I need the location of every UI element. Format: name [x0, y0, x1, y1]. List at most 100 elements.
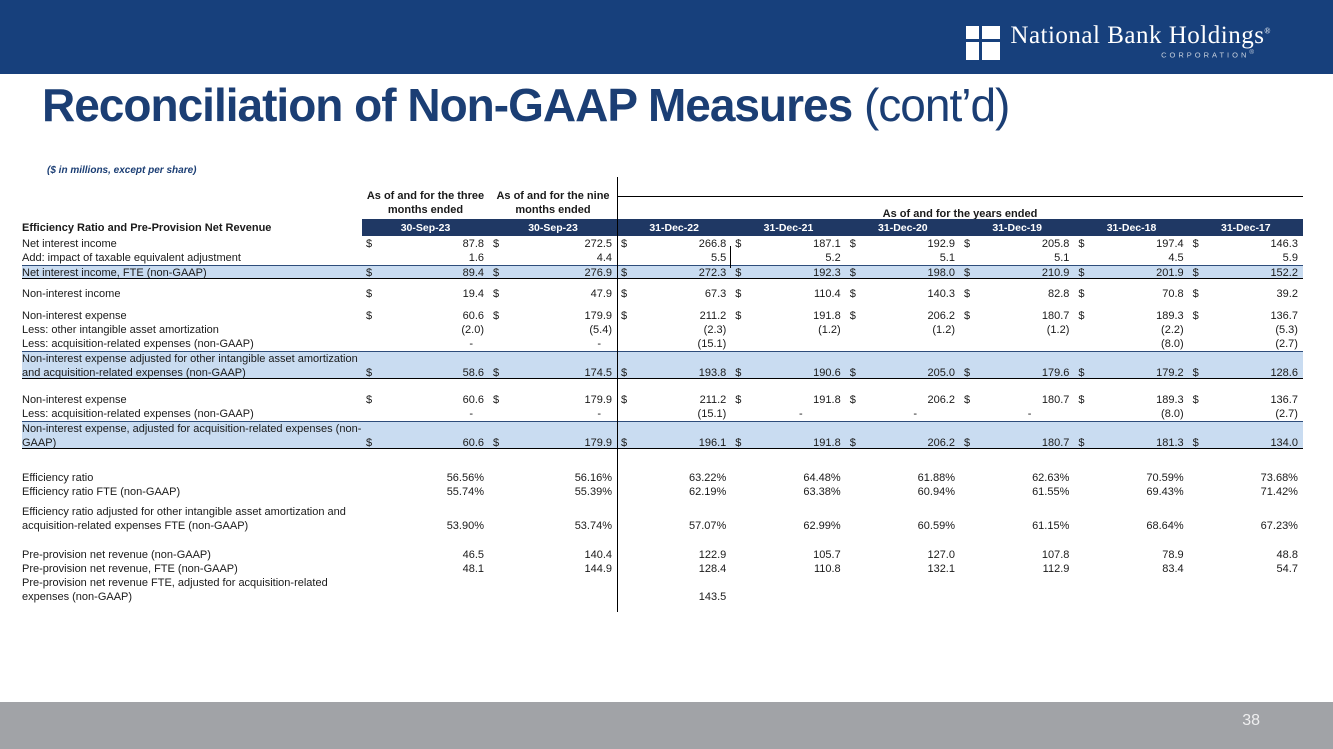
group-header-nine-months: As of and for the nine months ended	[496, 190, 610, 216]
cell-value: 179.6	[1041, 367, 1070, 379]
cell-value: (1.2)	[932, 324, 955, 336]
dollar-sign: $	[366, 394, 373, 406]
table-cell: $205.0	[846, 352, 960, 380]
table-cell: $205.8	[960, 237, 1074, 251]
cell-value: 54.7	[1276, 563, 1298, 575]
table-block: Efficiency ratio 56.56% 56.16% 63.22% 64.48%…	[22, 471, 1303, 499]
cell-value: (2.7)	[1275, 408, 1298, 420]
cell-value: 143.5	[698, 591, 727, 603]
dollar-sign: $	[1192, 267, 1199, 279]
cell-value: 63.22%	[688, 472, 727, 484]
table-row: Non-interest expense $60.6 $179.9 $211.2 $19…	[22, 309, 1303, 323]
cell-value: 136.7	[1270, 394, 1298, 406]
dollar-sign: $	[1078, 238, 1085, 250]
cell-value: 67.23%	[1260, 520, 1298, 532]
table-cell: 46.5	[362, 548, 489, 562]
table-cell: 68.64%	[1074, 505, 1188, 533]
table-cell: 128.4	[617, 562, 731, 576]
table-cell: $146.3	[1189, 237, 1303, 251]
table-cell: 5.1	[846, 251, 960, 265]
cell-value: 110.8	[813, 563, 841, 575]
cell-value: -	[469, 338, 473, 350]
cell-value: 179.9	[584, 437, 612, 449]
dollar-sign: $	[963, 238, 971, 250]
dollar-sign: $	[366, 238, 373, 250]
table-cell: 144.9	[489, 562, 617, 576]
page-title: Reconciliation of Non-GAAP Measures (con…	[42, 79, 1010, 131]
table-cell: $110.4	[731, 287, 845, 301]
cell-value: 140.3	[927, 288, 955, 300]
table-cell: (2.7)	[1189, 407, 1303, 421]
cell-value: (2.7)	[1275, 338, 1298, 350]
table-cell: 112.9	[960, 562, 1074, 576]
table-cell: (2.2)	[1074, 323, 1188, 337]
cell-value: -	[799, 408, 803, 420]
table-cell: 60.94%	[846, 485, 960, 499]
table-cell: $60.6	[362, 422, 489, 450]
cell-value: 146.3	[1270, 238, 1298, 250]
table-cell: $67.3	[617, 287, 731, 301]
row-label: Less: other intangible asset amortizatio…	[22, 324, 219, 336]
table-cell: 132.1	[846, 562, 960, 576]
row-label: Pre-provision net revenue (non-GAAP)	[22, 549, 211, 561]
dollar-sign: $	[493, 367, 500, 379]
column-header: 31-Dec-20	[845, 219, 960, 236]
table-cell	[489, 576, 617, 604]
table-cell: $206.2	[846, 309, 960, 323]
cell-value: 39.2	[1276, 288, 1298, 300]
table-cell: $206.2	[846, 422, 960, 450]
date-band: Efficiency Ratio and Pre-Provision Net R…	[22, 219, 1303, 236]
table-cell: (1.2)	[846, 323, 960, 337]
column-header: 31-Dec-18	[1074, 219, 1189, 236]
dollar-sign: $	[963, 394, 971, 406]
dollar-sign: $	[621, 394, 628, 406]
reconciliation-table: As of and for the three months ended As …	[22, 177, 1303, 612]
table-cell: 5.1	[960, 251, 1074, 265]
cell-value: (1.2)	[818, 324, 841, 336]
cell-value: -	[913, 408, 917, 420]
table-row: Pre-provision net revenue FTE, adjusted …	[22, 576, 1303, 604]
table-header: As of and for the three months ended As …	[22, 177, 1303, 237]
table-cell	[731, 337, 845, 351]
cell-value: 83.4	[1162, 563, 1184, 575]
dollar-sign: $	[366, 267, 373, 279]
table-cell	[1074, 576, 1188, 604]
cell-value: 63.38%	[803, 486, 841, 498]
table-cell: $197.4	[1074, 237, 1188, 251]
table-cell: $189.3	[1074, 309, 1188, 323]
table-cell: $196.1	[617, 422, 731, 450]
table-cell: 62.63%	[960, 471, 1074, 485]
table-cell: (2.3)	[617, 323, 731, 337]
table-cell: 60.59%	[846, 505, 960, 533]
dollar-sign: $	[621, 238, 628, 250]
table-cell: 63.38%	[731, 485, 845, 499]
table-cell: 78.9	[1074, 548, 1188, 562]
table-cell: $179.9	[489, 309, 617, 323]
table-cell: 140.4	[489, 548, 617, 562]
table-cell: 71.42%	[1189, 485, 1303, 499]
table-block: Non-interest expense $60.6 $179.9 $211.2 $19…	[22, 309, 1303, 379]
dollar-sign: $	[1192, 288, 1199, 300]
dollar-sign: $	[735, 267, 742, 279]
table-cell	[960, 576, 1074, 604]
company-logo: National Bank Holdings® CORPORATION®	[966, 22, 1271, 60]
cell-value: (5.3)	[1275, 324, 1298, 336]
cell-value: 67.3	[704, 288, 727, 300]
column-header: 31-Dec-17	[1188, 219, 1303, 236]
cell-value: 1.6	[468, 252, 484, 264]
table-cell: 56.16%	[489, 471, 617, 485]
table-cell: $191.8	[731, 422, 845, 450]
dollar-sign: $	[621, 367, 628, 379]
cell-value: 206.2	[927, 394, 955, 406]
table-row: Add: impact of taxable equivalent adjust…	[22, 251, 1303, 265]
dollar-sign: $	[735, 310, 742, 322]
table-cell: $58.6	[362, 352, 489, 380]
table-cell: 73.68%	[1189, 471, 1303, 485]
cell-value: 60.94%	[917, 486, 955, 498]
cell-value: 127.0	[927, 549, 955, 561]
row-label: Non-interest expense, adjusted for acqui…	[22, 423, 362, 449]
cell-value: 198.0	[927, 267, 955, 279]
table-cell: $39.2	[1189, 287, 1303, 301]
table-cell: $179.2	[1074, 352, 1188, 380]
table-cell: $272.5	[489, 237, 617, 251]
